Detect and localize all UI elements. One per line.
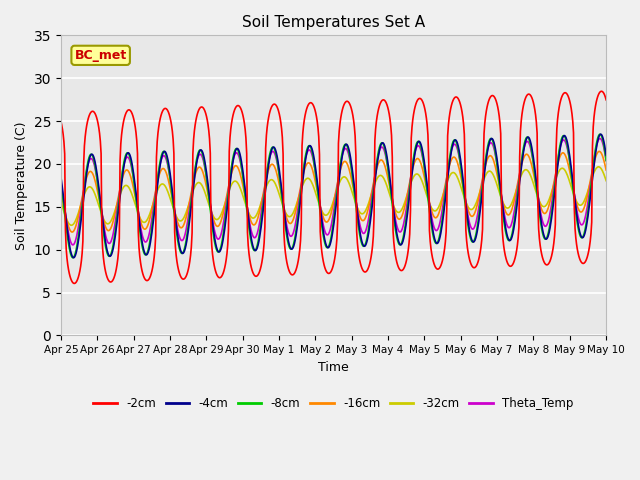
Y-axis label: Soil Temperature (C): Soil Temperature (C) bbox=[15, 121, 28, 250]
Legend: -2cm, -4cm, -8cm, -16cm, -32cm, Theta_Temp: -2cm, -4cm, -8cm, -16cm, -32cm, Theta_Te… bbox=[88, 392, 579, 415]
Title: Soil Temperatures Set A: Soil Temperatures Set A bbox=[242, 15, 425, 30]
X-axis label: Time: Time bbox=[318, 360, 349, 374]
Text: BC_met: BC_met bbox=[74, 49, 127, 62]
